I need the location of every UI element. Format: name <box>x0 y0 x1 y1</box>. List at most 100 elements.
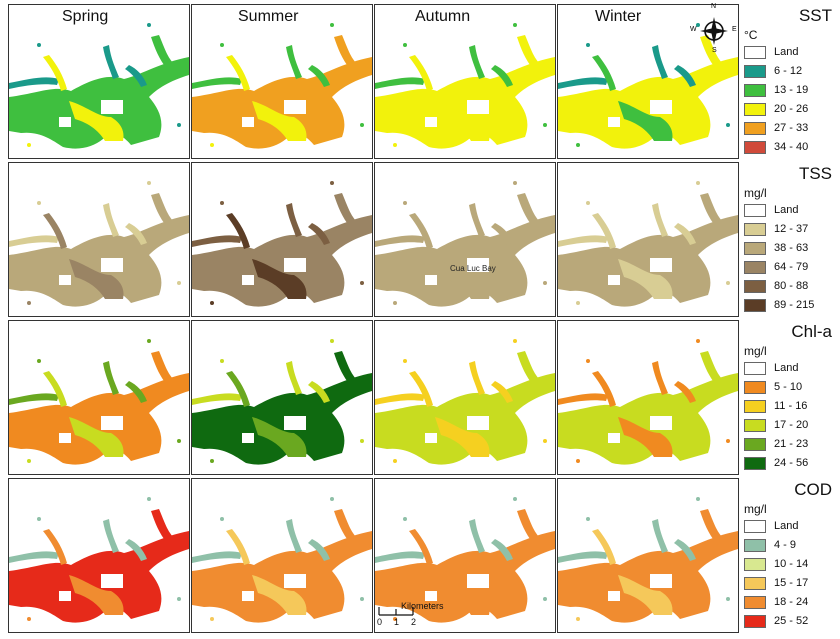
legend-item: Land <box>744 46 838 60</box>
bay-name-label: Cua Luc Bay <box>450 264 496 273</box>
map-panel-tss-summer <box>191 162 373 317</box>
legend-label: 64 - 79 <box>774 261 809 273</box>
legend-label: 38 - 63 <box>774 242 809 254</box>
map-panel-cod-summer <box>191 478 373 633</box>
map-image <box>9 339 189 465</box>
legend-swatch <box>744 596 766 609</box>
legend-label: 13 - 19 <box>774 84 809 96</box>
scale-tick-2: 2 <box>411 617 417 627</box>
legend-chl-a: Chl-a mg/l Land 5 - 10 11 - 16 17 - 20 21 - 23… <box>744 320 838 470</box>
legend-label: Land <box>774 362 799 374</box>
compass-north: N <box>711 3 717 10</box>
legend-item: 89 - 215 <box>744 299 838 313</box>
legend-label: 34 - 40 <box>774 141 809 153</box>
map-image <box>558 497 738 623</box>
legend-swatch <box>744 438 766 451</box>
map-panel-cod-winter <box>557 478 739 633</box>
map-image <box>375 497 555 623</box>
season-header-autumn: Autumn <box>415 8 471 25</box>
legend-label: 21 - 23 <box>774 438 809 450</box>
legend-unit: mg/l <box>744 344 767 358</box>
legend-label: 4 - 9 <box>774 539 797 551</box>
legend-swatch <box>744 280 766 293</box>
legend-item: Land <box>744 362 838 376</box>
map-image <box>558 181 738 307</box>
legend-swatch <box>744 539 766 552</box>
map-image <box>558 23 738 149</box>
map-image <box>375 181 555 307</box>
legend-item: 18 - 24 <box>744 596 838 610</box>
legend-label: 5 - 10 <box>774 381 803 393</box>
legend-swatch <box>744 577 766 590</box>
legend-swatch <box>744 381 766 394</box>
legend-swatch <box>744 261 766 274</box>
legend-label: 24 - 56 <box>774 457 809 469</box>
legend-item: 6 - 12 <box>744 65 838 79</box>
legend-swatch <box>744 122 766 135</box>
legend-item: 27 - 33 <box>744 122 838 136</box>
compass-east: E <box>732 26 737 33</box>
map-panel-cod-autumn <box>374 478 556 633</box>
legend-label: 27 - 33 <box>774 122 809 134</box>
north-arrow-icon: N E S W <box>690 3 737 54</box>
compass-west: W <box>690 26 697 33</box>
map-image <box>375 339 555 465</box>
legend-item: 20 - 26 <box>744 103 838 117</box>
legend-item: 34 - 40 <box>744 141 838 155</box>
legend-item: Land <box>744 520 838 534</box>
legend-swatch <box>744 103 766 116</box>
legend-unit: °C <box>744 28 758 42</box>
legend-item: 24 - 56 <box>744 457 838 471</box>
legend-item: 17 - 20 <box>744 419 838 433</box>
legend-item: 64 - 79 <box>744 261 838 275</box>
compass-south: S <box>712 47 717 54</box>
map-panel-chl-a-summer <box>191 320 373 475</box>
legend-swatch <box>744 299 766 312</box>
legend-item: 4 - 9 <box>744 539 838 553</box>
map-image <box>192 339 372 465</box>
map-image <box>9 497 189 623</box>
legend-item: 5 - 10 <box>744 381 838 395</box>
map-image <box>558 339 738 465</box>
legend-item: 10 - 14 <box>744 558 838 572</box>
legend-item: 80 - 88 <box>744 280 838 294</box>
legend-label: 6 - 12 <box>774 65 803 77</box>
legend-label: 89 - 215 <box>774 299 815 311</box>
legend-swatch <box>744 520 766 533</box>
legend-item: Land <box>744 204 838 218</box>
legend-label: 80 - 88 <box>774 280 809 292</box>
legend-item: 12 - 37 <box>744 223 838 237</box>
legend-swatch <box>744 65 766 78</box>
map-panel-chl-a-autumn <box>374 320 556 475</box>
legend-tss: TSS mg/l Land 12 - 37 38 - 63 64 - 79 80 - 88 8… <box>744 162 838 312</box>
legend-unit: mg/l <box>744 502 767 516</box>
legend-swatch <box>744 204 766 217</box>
legend-title: SST <box>798 6 832 25</box>
season-header-spring: Spring <box>62 8 109 25</box>
legend-label: 15 - 17 <box>774 577 809 589</box>
legend-swatch <box>744 400 766 413</box>
legend-swatch <box>744 223 766 236</box>
legend-label: 11 - 16 <box>774 400 808 412</box>
map-image <box>192 23 372 149</box>
legend-swatch <box>744 419 766 432</box>
legend-swatch <box>744 84 766 97</box>
map-panel-sst-summer <box>191 4 373 159</box>
map-panel-cod-spring <box>8 478 190 633</box>
map-image <box>192 181 372 307</box>
map-panel-tss-spring <box>8 162 190 317</box>
legend-swatch <box>744 141 766 154</box>
legend-label: Land <box>774 204 799 216</box>
legend-swatch <box>744 46 766 59</box>
map-panel-tss-autumn <box>374 162 556 317</box>
legend-item: 25 - 52 <box>744 615 838 629</box>
map-panel-chl-a-winter <box>557 320 739 475</box>
map-panel-chl-a-spring <box>8 320 190 475</box>
season-header-summer: Summer <box>238 8 299 25</box>
season-header-winter: Winter <box>595 8 642 25</box>
legend-item: 13 - 19 <box>744 84 838 98</box>
legend-label: Land <box>774 46 799 58</box>
scale-tick-1: 1 <box>394 617 400 627</box>
legend-label: 20 - 26 <box>774 103 809 115</box>
legend-cod: COD mg/l Land 4 - 9 10 - 14 15 - 17 18 - 24 25 … <box>744 478 838 628</box>
